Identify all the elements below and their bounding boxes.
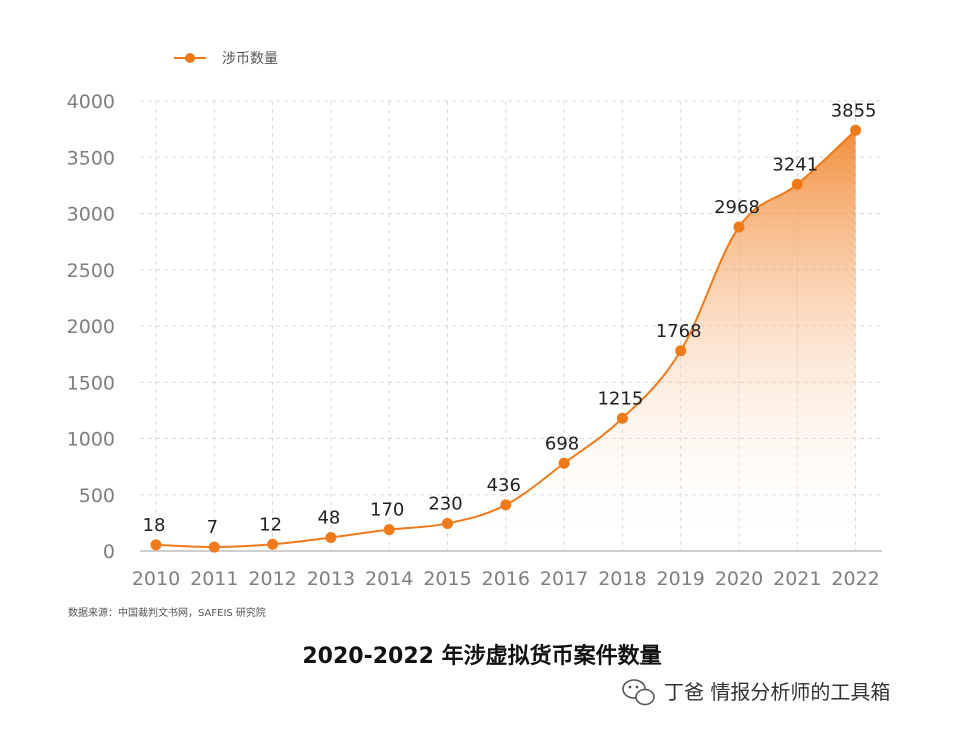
x-tick-label: 2013 — [307, 568, 355, 590]
y-tick-label: 2000 — [67, 316, 115, 338]
source-note: 数据来源：中国裁判文书网，SAFEIS 研究院 — [68, 606, 266, 619]
data-point — [267, 538, 279, 550]
y-tick-label: 1000 — [67, 429, 115, 451]
y-tick-label: 500 — [79, 485, 115, 507]
data-label: 2968 — [714, 197, 760, 218]
y-tick-label: 3000 — [67, 204, 115, 226]
data-point — [733, 221, 745, 233]
data-point — [208, 541, 220, 553]
x-tick-label: 2012 — [248, 568, 296, 590]
watermark: 丁爸 情报分析师的工具箱 — [622, 679, 890, 706]
data-point — [325, 532, 337, 543]
data-label: 170 — [370, 500, 404, 521]
data-label: 698 — [545, 433, 579, 454]
x-tick-label: 2020 — [715, 568, 763, 590]
y-tick-label: 2500 — [67, 260, 115, 282]
data-point — [383, 524, 395, 536]
y-tick-label: 4000 — [67, 91, 115, 113]
legend-dot-marker — [185, 53, 195, 63]
data-point — [791, 178, 803, 190]
x-tick-label: 2016 — [482, 568, 530, 590]
y-tick-label: 0 — [103, 541, 115, 563]
x-tick-label: 2015 — [423, 568, 471, 590]
data-point — [616, 412, 628, 424]
y-tick-label: 1500 — [67, 372, 115, 394]
x-axis-ticks: 2010 2011 2012 2013 2014 2015 2016 2017 2018 2019… — [132, 568, 880, 590]
data-point — [500, 499, 512, 511]
data-label: 230 — [428, 493, 462, 514]
data-point — [150, 539, 162, 551]
x-tick-label: 2022 — [831, 568, 879, 590]
data-label: 12 — [259, 514, 282, 535]
series-area-fill — [156, 130, 856, 551]
data-label: 3855 — [831, 100, 877, 121]
data-point — [558, 457, 570, 469]
wechat-icon — [622, 679, 655, 706]
data-point — [850, 124, 862, 136]
data-label: 48 — [317, 508, 340, 529]
y-tick-label: 3500 — [67, 147, 115, 169]
x-tick-label: 2011 — [190, 568, 238, 590]
x-tick-label: 2014 — [365, 568, 413, 590]
legend-label: 涉币数量 — [222, 51, 278, 67]
figure-title: 2020-2022 年涉虚拟货币案件数量 — [302, 643, 661, 669]
data-labels: 18 7 12 48 170 230 436 698 1215 1768 2968 3241 3855 — [143, 100, 877, 538]
x-tick-label: 2019 — [657, 568, 705, 590]
legend: 涉币数量 — [174, 51, 278, 67]
data-point — [442, 517, 453, 529]
x-tick-label: 2017 — [540, 568, 588, 590]
data-label: 1768 — [656, 321, 702, 342]
x-tick-label: 2021 — [773, 568, 821, 590]
watermark-text: 丁爸 情报分析师的工具箱 — [664, 680, 890, 704]
data-label: 7 — [207, 517, 218, 538]
data-label: 3241 — [772, 154, 818, 175]
data-points — [150, 124, 862, 553]
data-label: 18 — [143, 515, 166, 536]
data-point — [675, 345, 687, 357]
data-label: 436 — [487, 475, 521, 496]
y-axis-ticks: 0 500 1000 1500 2000 2500 3000 3500 4000 — [67, 91, 115, 563]
x-tick-label: 2018 — [598, 568, 646, 590]
x-tick-label: 2010 — [132, 568, 180, 590]
data-label: 1215 — [597, 388, 643, 409]
